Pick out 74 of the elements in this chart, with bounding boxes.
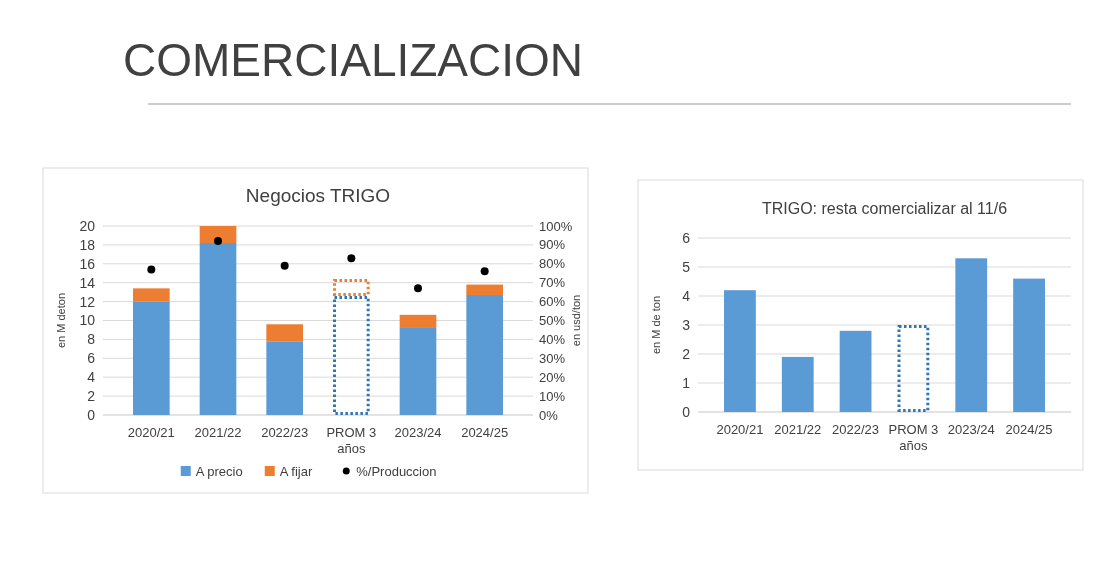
- x-tick-label: 2022/23: [832, 422, 880, 437]
- bar: [266, 324, 303, 342]
- y-tick-label: 4: [682, 287, 691, 304]
- point: [480, 267, 489, 276]
- y-tick-label: 10: [79, 312, 96, 329]
- bar: [466, 294, 503, 415]
- y-tick-label: 20: [79, 217, 96, 234]
- point: [347, 254, 356, 263]
- y2-tick-label: 90%: [539, 237, 566, 253]
- bar: [333, 295, 370, 415]
- y2-tick-label: 70%: [539, 275, 566, 291]
- y2-axis-title: en usd/ton: [570, 294, 582, 347]
- chart-title: TRIGO: resta comercializar al 11/6: [761, 200, 1008, 217]
- y-tick-label: 6: [682, 229, 691, 246]
- y-tick-label: 5: [682, 258, 691, 275]
- bar: [897, 325, 930, 412]
- legend-label: %/Produccion: [356, 463, 437, 479]
- y2-tick-label: 80%: [539, 256, 566, 272]
- point: [280, 261, 289, 270]
- y-tick-label: 8: [87, 331, 96, 348]
- x-tick-label: 2022/23: [261, 425, 309, 440]
- x-tick-label: PROM 3 años: [888, 422, 939, 453]
- point: [214, 237, 222, 246]
- y-tick-label: 1: [682, 374, 691, 391]
- y2-tick-label: 50%: [539, 313, 566, 329]
- bar: [839, 330, 872, 412]
- y-tick-label: 18: [79, 236, 96, 253]
- bar: [466, 284, 503, 295]
- x-tick-label: 2023/24: [947, 422, 995, 437]
- x-tick-label: 2021/22: [774, 422, 822, 437]
- y-tick-label: 3: [682, 316, 691, 333]
- y-tick-label: 14: [79, 274, 96, 291]
- y-tick-label: 2: [682, 345, 691, 362]
- y-tick-label: 0: [682, 403, 691, 420]
- x-tick-label: 2024/25: [461, 425, 509, 440]
- bar: [333, 278, 370, 296]
- bar: [724, 290, 756, 412]
- bar: [399, 327, 437, 415]
- point: [414, 284, 422, 293]
- x-tick-label: 2021/22: [194, 425, 242, 440]
- y-tick-label: 16: [79, 255, 96, 272]
- bar: [199, 226, 237, 244]
- text: COMERCIALIZACION: [123, 34, 584, 86]
- x-tick-label: 2020/21: [716, 422, 764, 437]
- y2-tick-label: 30%: [539, 350, 566, 366]
- bar: [199, 243, 237, 415]
- x-tick-label: 2024/25: [1005, 422, 1053, 437]
- bar: [781, 356, 814, 412]
- y2-tick-label: 20%: [539, 369, 566, 385]
- bar: [399, 314, 437, 328]
- y-tick-label: 2: [87, 388, 96, 404]
- chart-title: Negocios TRIGO: [245, 185, 391, 206]
- y-axis-title: en M deton: [55, 292, 67, 349]
- point: [147, 265, 156, 274]
- bar: [133, 288, 170, 302]
- y-tick-label: 6: [87, 350, 96, 367]
- y-tick-label: 12: [79, 293, 96, 310]
- bar: [1013, 278, 1045, 412]
- y2-tick-label: 40%: [539, 331, 566, 347]
- bar: [266, 341, 303, 415]
- y-axis-title: en M de ton: [650, 295, 662, 355]
- bar: [955, 258, 988, 412]
- legend-label: A fijar: [279, 463, 313, 479]
- legend-label: A precio: [195, 463, 243, 479]
- x-tick-label: 2023/24: [394, 425, 442, 440]
- y2-tick-label: 0%: [539, 407, 559, 423]
- x-tick-label: PROM 3 años: [326, 425, 377, 456]
- y-tick-label: 4: [87, 369, 96, 386]
- y2-tick-label: 100%: [539, 218, 573, 234]
- y2-tick-label: 60%: [539, 294, 566, 310]
- y-tick-label: 0: [87, 406, 96, 423]
- bar: [133, 301, 170, 415]
- x-tick-label: 2020/21: [127, 425, 175, 440]
- y2-tick-label: 10%: [539, 388, 566, 404]
